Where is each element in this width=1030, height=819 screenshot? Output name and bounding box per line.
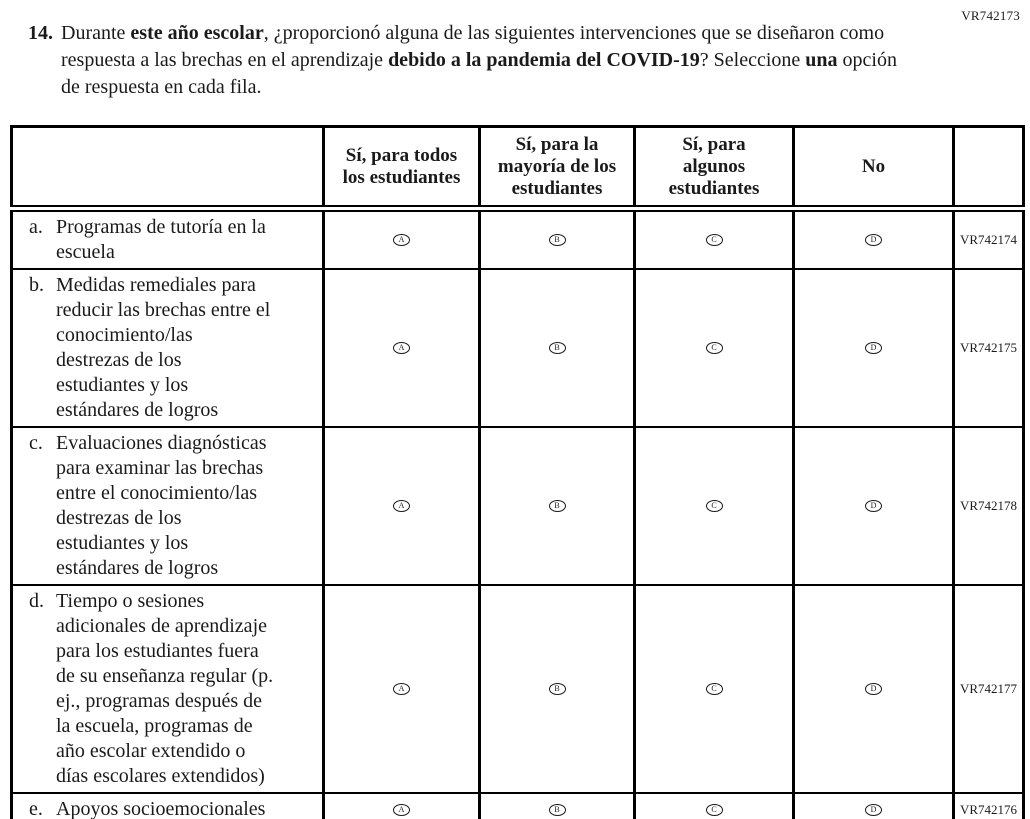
- column-header-yes-some: Sí, para algunos estudiantes: [633, 125, 795, 212]
- row-label: Evaluaciones diagnósticas para examinar …: [56, 432, 267, 579]
- intervention-table: Sí, para todos los estudiantes Sí, para …: [10, 125, 1025, 819]
- row-code: VR742176: [952, 792, 1025, 819]
- column-header-stub: [10, 125, 325, 212]
- option-bubble-c[interactable]: C: [705, 500, 723, 513]
- option-bubble-d[interactable]: D: [865, 803, 882, 816]
- column-header-no: No: [792, 125, 955, 212]
- row-letter: c.: [29, 432, 43, 454]
- option-bubble-c[interactable]: C: [705, 342, 723, 355]
- column-header-code: [952, 125, 1025, 212]
- question-text: Durante este año escolar, ¿proporcionó a…: [61, 22, 897, 98]
- row-label: Tiempo o sesiones adicionales de aprendi…: [56, 590, 274, 787]
- option-bubble-d[interactable]: D: [865, 234, 882, 247]
- option-bubble-b[interactable]: B: [548, 342, 566, 355]
- question-block: 14. Durante este año escolar, ¿proporcio…: [28, 20, 928, 101]
- option-bubble-b[interactable]: B: [548, 234, 566, 247]
- table-row-d: d. Tiempo o sesiones adicionales de apre…: [10, 584, 1025, 794]
- column-header-yes-most: Sí, para la mayoría de los estudiantes: [478, 125, 636, 212]
- option-bubble-c[interactable]: C: [705, 683, 723, 696]
- option-bubble-a[interactable]: A: [393, 683, 410, 696]
- question-number: 14.: [28, 22, 53, 44]
- row-letter: e.: [29, 798, 43, 819]
- option-bubble-b[interactable]: B: [548, 803, 566, 816]
- option-bubble-d[interactable]: D: [865, 500, 882, 513]
- table-row-b: b. Medidas remediales para reducir las b…: [10, 268, 1025, 428]
- option-bubble-b[interactable]: B: [548, 683, 566, 696]
- form-code-top: VR742173: [961, 8, 1020, 23]
- option-bubble-d[interactable]: D: [865, 342, 882, 355]
- row-code: VR742177: [952, 584, 1025, 794]
- option-bubble-b[interactable]: B: [548, 500, 566, 513]
- header-row: Sí, para todos los estudiantes Sí, para …: [10, 125, 1025, 212]
- table-row-c: c. Evaluaciones diagnósticas para examin…: [10, 426, 1025, 586]
- row-label: Apoyos socioemocionales: [56, 798, 266, 819]
- row-label-cell: e. Apoyos socioemocionales: [10, 792, 325, 819]
- option-bubble-c[interactable]: C: [705, 803, 723, 816]
- row-label: Medidas remediales para reducir las brec…: [56, 274, 271, 421]
- row-label-cell: d. Tiempo o sesiones adicionales de apre…: [10, 584, 325, 794]
- row-letter: d.: [29, 590, 44, 612]
- row-letter: a.: [29, 216, 43, 238]
- row-letter: b.: [29, 274, 44, 296]
- row-label-cell: b. Medidas remediales para reducir las b…: [10, 268, 325, 428]
- option-bubble-a[interactable]: A: [393, 803, 410, 816]
- table-row-a: a. Programas de tutoría en la escuela A …: [10, 207, 1025, 270]
- row-code: VR742174: [952, 207, 1025, 270]
- option-bubble-c[interactable]: C: [705, 234, 723, 247]
- row-label-cell: a. Programas de tutoría en la escuela: [10, 207, 325, 270]
- option-bubble-d[interactable]: D: [865, 683, 882, 696]
- table-row-e: e. Apoyos socioemocionales A B C D VR742…: [10, 792, 1025, 819]
- column-header-yes-all: Sí, para todos los estudiantes: [322, 125, 481, 212]
- row-label: Programas de tutoría en la escuela: [56, 216, 266, 263]
- option-bubble-a[interactable]: A: [393, 234, 410, 247]
- row-code: VR742178: [952, 426, 1025, 586]
- option-bubble-a[interactable]: A: [393, 500, 410, 513]
- row-label-cell: c. Evaluaciones diagnósticas para examin…: [10, 426, 325, 586]
- option-bubble-a[interactable]: A: [393, 342, 410, 355]
- row-code: VR742175: [952, 268, 1025, 428]
